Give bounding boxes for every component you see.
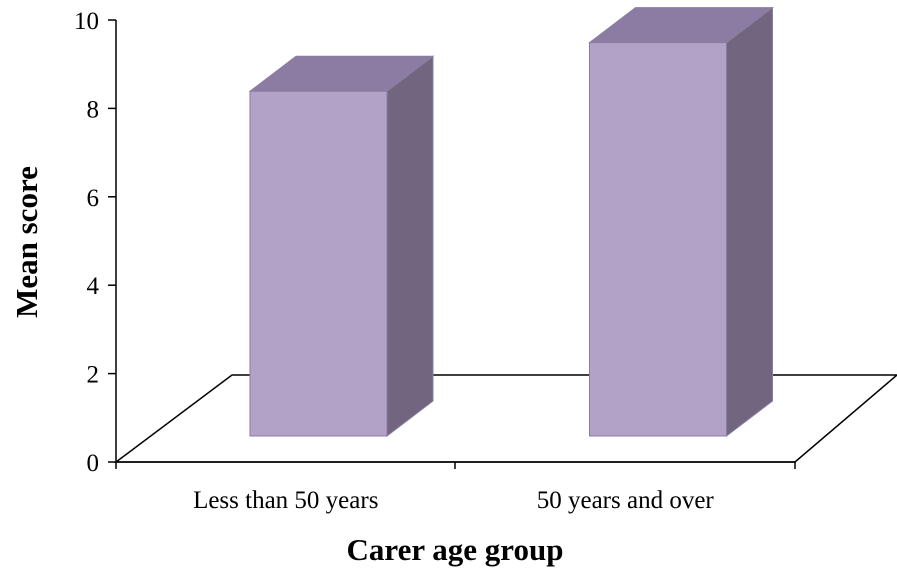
y-tick-label: 0 <box>87 450 100 477</box>
x-axis-title: Carer age group <box>347 532 564 567</box>
bars-group <box>248 6 774 438</box>
x-tick-label: 50 years and over <box>537 487 715 514</box>
bar-2 <box>588 6 774 438</box>
floor <box>113 374 897 463</box>
y-tick-label: 6 <box>87 185 100 212</box>
y-tick-label: 2 <box>87 362 100 389</box>
bar-front-face <box>589 42 727 437</box>
bar-front-face <box>249 90 388 437</box>
y-tick-label: 10 <box>74 8 99 35</box>
bar-side-face <box>726 6 773 438</box>
y-axis-title: Mean score <box>9 166 44 318</box>
y-axis: 0 2 4 6 8 10 <box>74 8 117 477</box>
x-axis: Less than 50 years 50 years and over <box>115 461 796 514</box>
y-tick-label: 8 <box>87 96 100 123</box>
x-tick-label: Less than 50 years <box>193 487 378 514</box>
y-tick-label: 4 <box>87 273 100 300</box>
bar-side-face <box>386 55 434 438</box>
bar-1 <box>248 55 435 438</box>
floor-outline <box>113 374 897 463</box>
